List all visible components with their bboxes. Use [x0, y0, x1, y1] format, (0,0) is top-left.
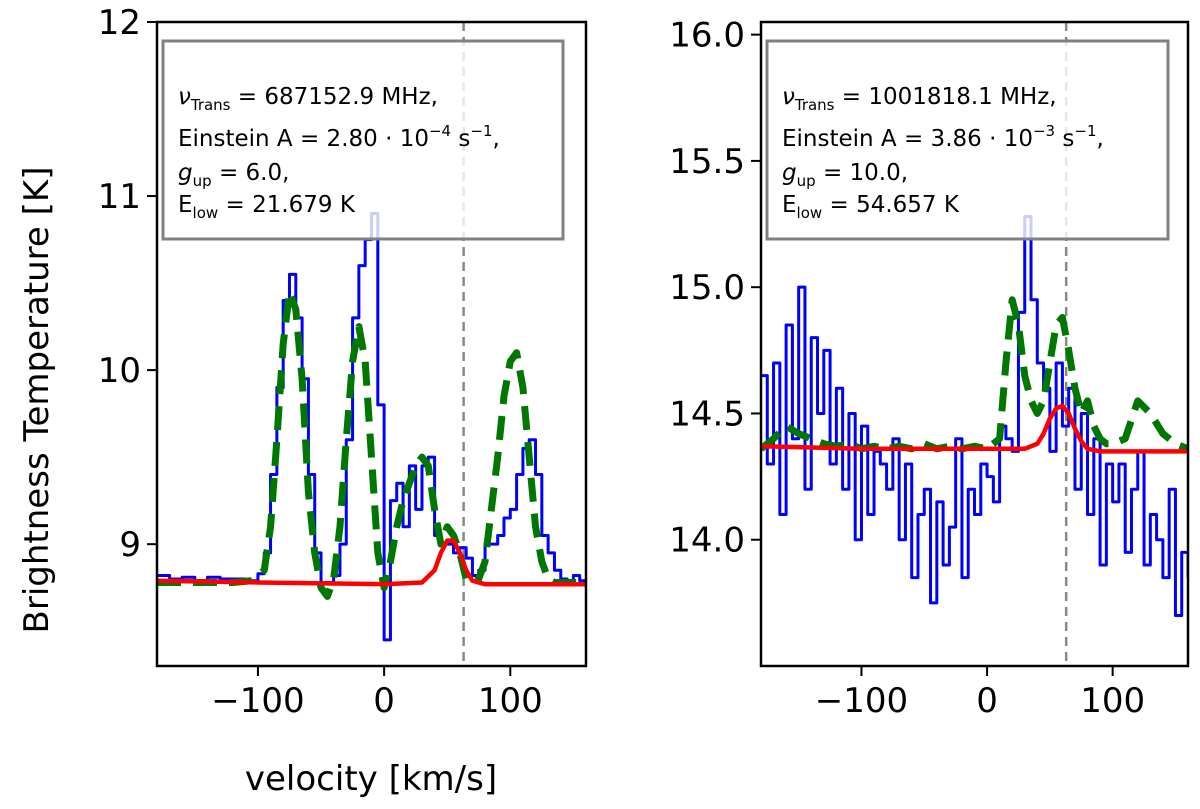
left-legend-g-symbol: g — [178, 160, 193, 186]
left-xtick-label: −100 — [211, 681, 304, 721]
left-ytick-label: 11 — [98, 177, 141, 217]
left-legend-einstein: Einstein A = 2.80 · 10−4 s−1, — [178, 122, 500, 152]
right-xtick-label: 0 — [976, 681, 998, 721]
left-panel: νTrans = 687152.9 MHz, Einstein A = 2.80… — [98, 3, 588, 721]
right-ytick-label: 15.5 — [669, 142, 745, 182]
right-legend-einstein-unit-exp: −1 — [1074, 122, 1096, 140]
right-legend-g-symbol: g — [782, 160, 797, 186]
right-legend-e-symbol: E — [782, 192, 797, 218]
right-legend-nu-value: = 1001818.1 MHz, — [835, 84, 1057, 110]
right-ytick-label: 14.5 — [669, 394, 745, 434]
right-legend-einstein-exp: −3 — [1033, 122, 1055, 140]
left-ytick-label: 12 — [98, 3, 141, 43]
right-legend-einstein-prefix: Einstein A = 3.86 · 10 — [782, 126, 1033, 152]
left-legend-gup: gup = 6.0, — [178, 160, 289, 190]
right-legend-einstein-unit: s — [1055, 126, 1074, 152]
right-legend-einstein: Einstein A = 3.86 · 10−3 s−1, — [782, 122, 1104, 152]
right-xtick-label: 100 — [1080, 681, 1145, 721]
x-axis-label: velocity [km/s] — [245, 759, 497, 799]
right-legend-e-value: = 54.657 K — [822, 192, 960, 218]
left-legend-g-value: = 6.0, — [212, 160, 290, 186]
left-legend-nu-symbol: ν — [178, 84, 191, 110]
right-axes: −100 0 100 14.0 14.5 15.0 15.5 16.0 — [669, 16, 1145, 721]
left-xtick-label: 100 — [478, 681, 543, 721]
right-legend: νTrans = 1001818.1 MHz, Einstein A = 3.8… — [765, 39, 1170, 241]
left-ytick-label: 9 — [119, 525, 141, 565]
left-legend-box — [161, 39, 565, 241]
left-legend-einstein-exp: −4 — [429, 122, 451, 140]
right-legend-box — [765, 39, 1170, 241]
left-legend-nu-value: = 687152.9 MHz, — [231, 84, 438, 110]
right-series-model-total — [761, 296, 1188, 453]
left-series-model-total — [157, 288, 586, 600]
left-legend-g-sub: up — [193, 172, 212, 190]
right-xtick-label: −100 — [815, 681, 908, 721]
left-legend-einstein-unit-exp: −1 — [470, 122, 492, 140]
right-legend-gup: gup = 10.0, — [782, 160, 908, 190]
right-series-model-line — [761, 403, 1188, 454]
left-legend-nu: νTrans = 687152.9 MHz, — [178, 84, 438, 114]
right-legend-g-sub: up — [797, 172, 816, 190]
right-legend-g-value: = 10.0, — [816, 160, 908, 186]
left-axes: −100 0 100 9 10 11 12 — [98, 3, 543, 721]
left-legend-nu-sub: Trans — [190, 96, 231, 114]
left-plot-frame — [155, 20, 588, 668]
right-panel: νTrans = 1001818.1 MHz, Einstein A = 3.8… — [669, 16, 1190, 721]
left-legend-einstein-unit: s — [451, 126, 470, 152]
left-legend-e-value: = 21.679 K — [218, 192, 356, 218]
right-series-observed — [761, 214, 1188, 617]
left-series-model-line — [157, 538, 586, 587]
left-ytick-label: 10 — [98, 351, 141, 391]
right-legend-nu-sub: Trans — [794, 96, 835, 114]
right-legend-e-sub: low — [797, 204, 823, 222]
right-ytick-label: 15.0 — [669, 268, 745, 308]
right-plot-frame — [759, 20, 1190, 668]
left-legend-elow: Elow = 21.679 K — [178, 192, 356, 222]
right-ytick-label: 14.0 — [669, 521, 745, 561]
right-legend-einstein-suffix: , — [1097, 126, 1104, 152]
left-xtick-label: 0 — [373, 681, 395, 721]
left-legend-einstein-suffix: , — [493, 126, 500, 152]
right-legend-nu-symbol: ν — [782, 84, 795, 110]
right-legend-elow: Elow = 54.657 K — [782, 192, 960, 222]
left-legend-e-symbol: E — [178, 192, 193, 218]
left-legend-e-sub: low — [193, 204, 219, 222]
left-legend: νTrans = 687152.9 MHz, Einstein A = 2.80… — [161, 39, 565, 241]
right-ytick-label: 16.0 — [669, 16, 745, 56]
y-axis-label: Brightness Temperature [K] — [17, 167, 57, 634]
left-legend-einstein-prefix: Einstein A = 2.80 · 10 — [178, 126, 429, 152]
left-series-observed — [157, 211, 586, 642]
right-legend-nu: νTrans = 1001818.1 MHz, — [782, 84, 1057, 114]
